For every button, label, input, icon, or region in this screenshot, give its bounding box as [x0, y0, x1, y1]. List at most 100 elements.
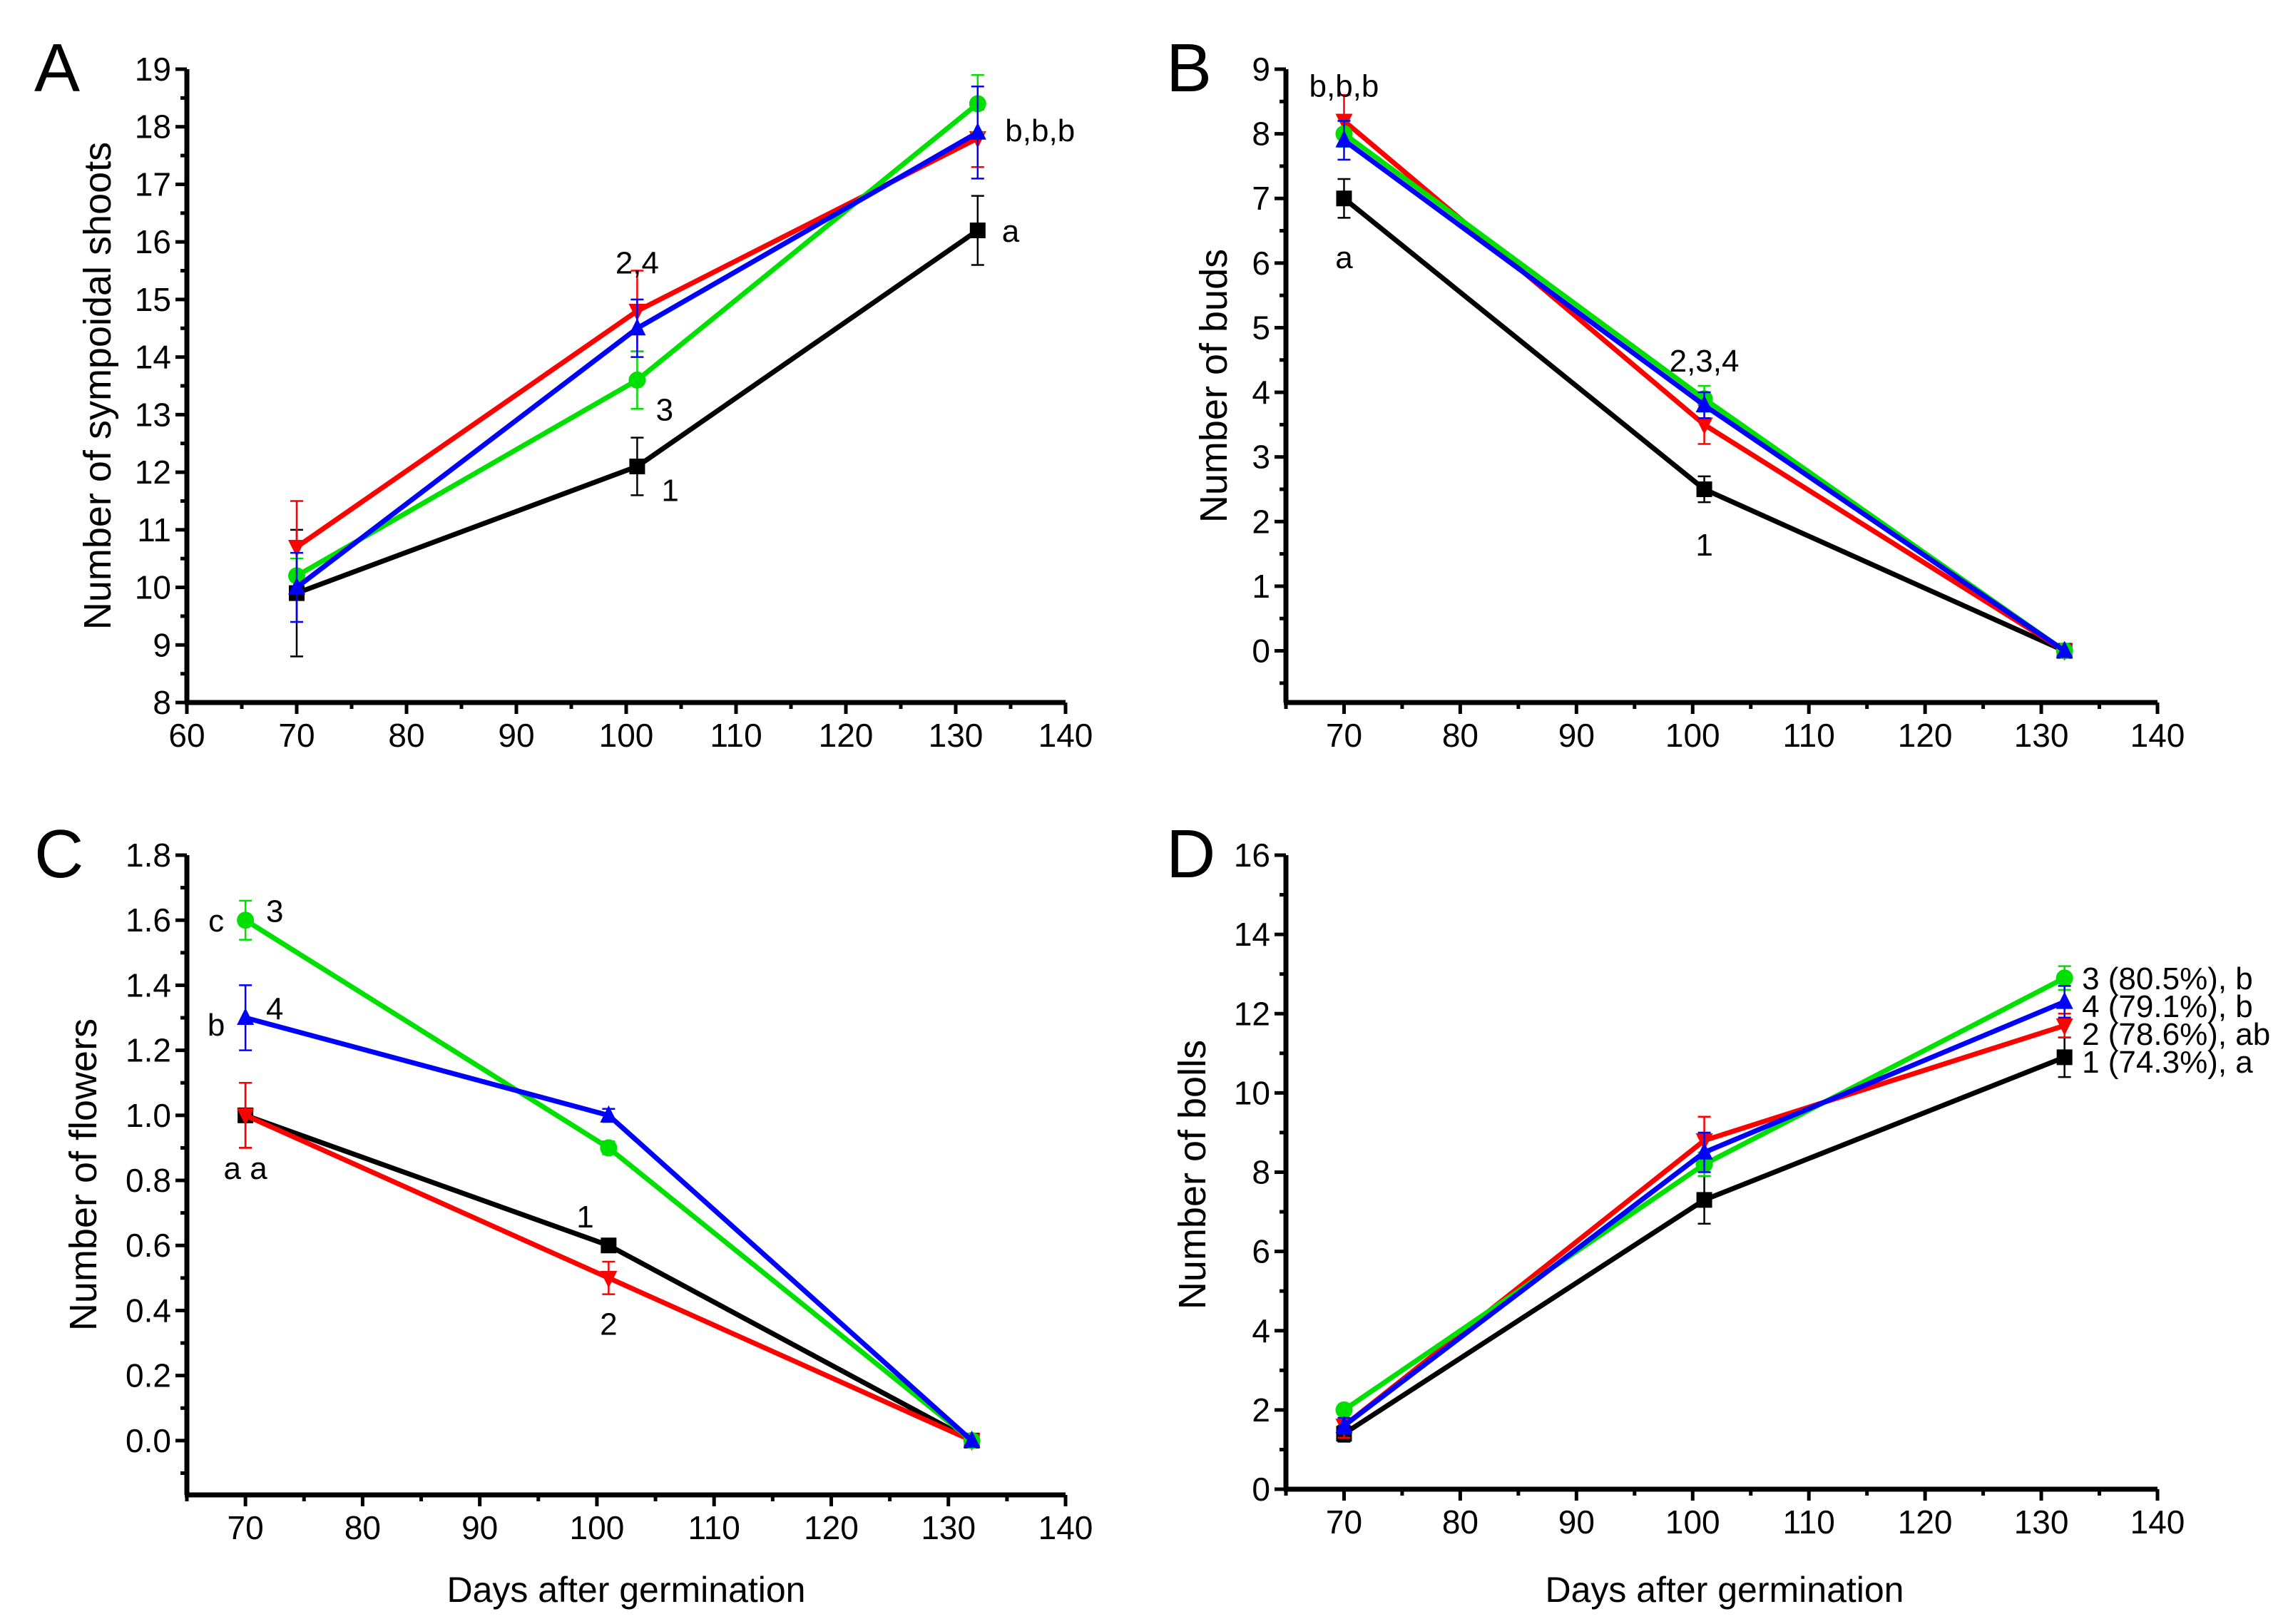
data-point-square	[601, 1237, 617, 1254]
panel-letter-d: D	[1166, 816, 1215, 892]
y-tick-label: 5	[1252, 309, 1270, 346]
data-point-square	[629, 459, 645, 475]
annotation-label: 2,3,4	[1670, 344, 1740, 379]
series-1	[1336, 1036, 2073, 1443]
series-2	[237, 1081, 981, 1451]
panel-letter-a: A	[34, 30, 80, 106]
y-tick-label: 0.6	[126, 1227, 171, 1264]
y-tick-label: 8	[1252, 116, 1270, 153]
annotation-label: a a	[224, 1151, 268, 1186]
x-tick-label: 130	[2014, 717, 2069, 754]
annotation-label: 1	[661, 473, 678, 508]
x-tick-label: 80	[1442, 717, 1479, 754]
y-axis-title-d: Number of bolls	[1171, 1040, 1214, 1309]
y-tick-label: 0	[1252, 1471, 1270, 1508]
y-tick-label: 12	[135, 454, 171, 491]
series-4	[288, 85, 986, 623]
x-tick-label: 90	[461, 1509, 498, 1546]
x-tick-label: 110	[1783, 717, 1835, 754]
annotation-label: a	[1335, 240, 1353, 275]
x-tick-label: 130	[921, 1509, 976, 1546]
y-tick-label: 14	[1234, 916, 1270, 953]
y-tick-label: 16	[1234, 837, 1270, 874]
y-tick-label: 1.2	[126, 1032, 171, 1069]
y-tick-label: 8	[153, 684, 171, 721]
series-4	[1335, 985, 2073, 1435]
x-tick-label: 100	[1665, 717, 1720, 754]
x-tick-label: 80	[388, 717, 424, 754]
data-point-triangle-down	[237, 1108, 255, 1125]
series-2	[1335, 1013, 2073, 1439]
data-point-triangle-up	[1335, 1416, 1353, 1434]
y-tick-label: 14	[135, 339, 171, 376]
y-tick-label: 1.0	[126, 1097, 171, 1134]
data-point-triangle-down	[600, 1270, 618, 1288]
x-tick-label: 140	[2130, 1503, 2185, 1541]
y-tick-label: 0	[1252, 633, 1270, 670]
y-tick-label: 6	[1252, 245, 1270, 282]
panel-c: C Number of flowers Days after germinati…	[34, 816, 1093, 1610]
data-point-triangle-down	[2055, 1018, 2073, 1036]
data-point-triangle-up	[628, 318, 646, 336]
x-axis-title-c: Days after germination	[446, 1570, 805, 1610]
annotation-label: 4	[266, 991, 283, 1026]
y-axis-title-c: Number of flowers	[62, 1018, 105, 1331]
data-point-circle	[2055, 969, 2073, 987]
y-tick-label: 0.8	[126, 1162, 171, 1199]
annotation-label: 2	[600, 1307, 617, 1342]
data-point-square	[969, 223, 986, 239]
y-tick-label: 12	[1234, 995, 1270, 1032]
data-point-triangle-down	[1695, 417, 1713, 435]
x-tick-label: 120	[819, 717, 874, 754]
annotation-label: 1 (74.3%), a	[2082, 1045, 2253, 1080]
x-tick-label: 110	[710, 717, 762, 754]
x-tick-label: 90	[1558, 1503, 1595, 1541]
data-point-circle	[628, 371, 646, 389]
y-axis-title-a: Number of sympoidal shoots	[76, 142, 119, 630]
y-tick-label: 0.4	[126, 1292, 171, 1329]
data-point-triangle-up	[600, 1105, 618, 1123]
x-tick-label: 130	[2014, 1503, 2069, 1541]
annotation-label: c	[208, 904, 224, 939]
x-tick-label: 120	[1898, 1503, 1953, 1541]
annotation-label: 3 (80.5%), b	[2082, 961, 2253, 996]
data-point-circle	[600, 1139, 618, 1157]
x-tick-label: 140	[1038, 1509, 1093, 1546]
data-point-triangle-up	[1335, 130, 1353, 148]
y-tick-label: 6	[1252, 1233, 1270, 1270]
x-tick-label: 140	[1038, 717, 1093, 754]
annotation-label: 3	[266, 894, 283, 929]
panel-d: D Number of bolls Days after germination…	[1166, 816, 2270, 1610]
annotation-label: 4 (79.1%), b	[2082, 989, 2253, 1024]
y-tick-label: 4	[1252, 1312, 1270, 1349]
x-tick-label: 110	[688, 1509, 740, 1546]
annotation-label: 1	[1695, 528, 1712, 563]
x-tick-label: 70	[1326, 717, 1362, 754]
data-point-triangle-up	[1695, 1142, 1713, 1160]
y-tick-label: 1	[1252, 568, 1270, 605]
data-point-square	[1696, 1192, 1712, 1208]
y-tick-label: 16	[135, 223, 171, 260]
panel-b: B Number of buds 70 80 90 100 110 120 130 140 0 1…	[1166, 30, 2185, 754]
x-axis-title-d: Days after germination	[1545, 1570, 1904, 1610]
x-tick-label: 110	[1783, 1503, 1835, 1541]
series-4	[1335, 120, 2073, 658]
data-point-square	[1336, 190, 1352, 207]
series-4	[237, 984, 981, 1448]
x-tick-label: 130	[929, 717, 984, 754]
series-line-4	[245, 1015, 974, 1443]
y-tick-label: 2	[1252, 1391, 1270, 1429]
annotation-label: 3	[656, 392, 673, 427]
x-tick-label: 100	[1665, 1503, 1720, 1541]
series-line-1	[1342, 1055, 2065, 1436]
y-tick-label: 7	[1252, 180, 1270, 217]
annotation-label: a	[1002, 214, 1020, 249]
y-tick-label: 11	[137, 511, 171, 548]
data-point-square	[2056, 1049, 2073, 1066]
y-tick-label: 15	[135, 281, 171, 318]
series-line-3	[244, 918, 974, 1443]
data-point-square	[1696, 481, 1712, 497]
y-tick-label: 8	[1252, 1154, 1270, 1191]
data-point-triangle-up	[237, 1008, 255, 1026]
annotation-label: b	[208, 1008, 225, 1043]
